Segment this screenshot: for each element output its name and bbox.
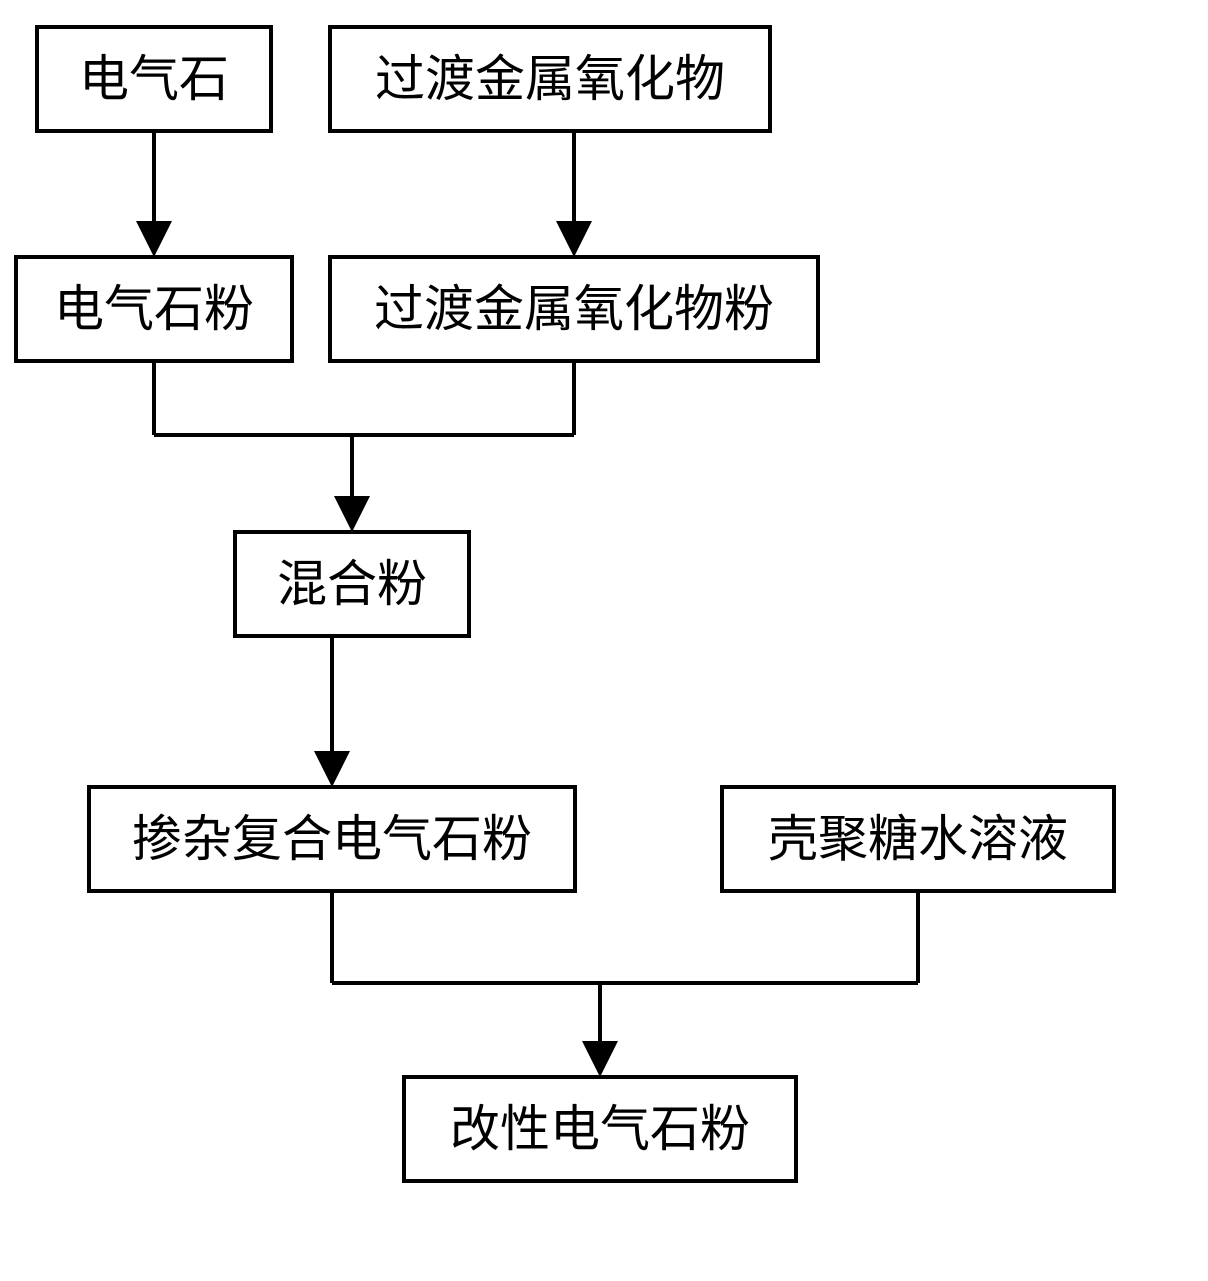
node-label: 过渡金属氧化物 bbox=[375, 49, 725, 109]
node-label: 掺杂复合电气石粉 bbox=[132, 809, 532, 869]
node-label: 壳聚糖水溶液 bbox=[768, 809, 1068, 869]
node-label: 混合粉 bbox=[277, 554, 427, 614]
node-tourmaline: 电气石 bbox=[35, 25, 273, 133]
node-label: 改性电气石粉 bbox=[450, 1099, 750, 1159]
node-doped-composite-tourmaline-powder: 掺杂复合电气石粉 bbox=[87, 785, 577, 893]
node-tourmaline-powder: 电气石粉 bbox=[14, 255, 294, 363]
node-transition-metal-oxide: 过渡金属氧化物 bbox=[328, 25, 772, 133]
node-modified-tourmaline-powder: 改性电气石粉 bbox=[402, 1075, 798, 1183]
node-transition-metal-oxide-powder: 过渡金属氧化物粉 bbox=[328, 255, 820, 363]
node-label: 电气石 bbox=[79, 49, 229, 109]
node-chitosan-aqueous-solution: 壳聚糖水溶液 bbox=[720, 785, 1116, 893]
node-mixed-powder: 混合粉 bbox=[233, 530, 471, 638]
node-label: 过渡金属氧化物粉 bbox=[374, 279, 774, 339]
node-label: 电气石粉 bbox=[54, 279, 254, 339]
